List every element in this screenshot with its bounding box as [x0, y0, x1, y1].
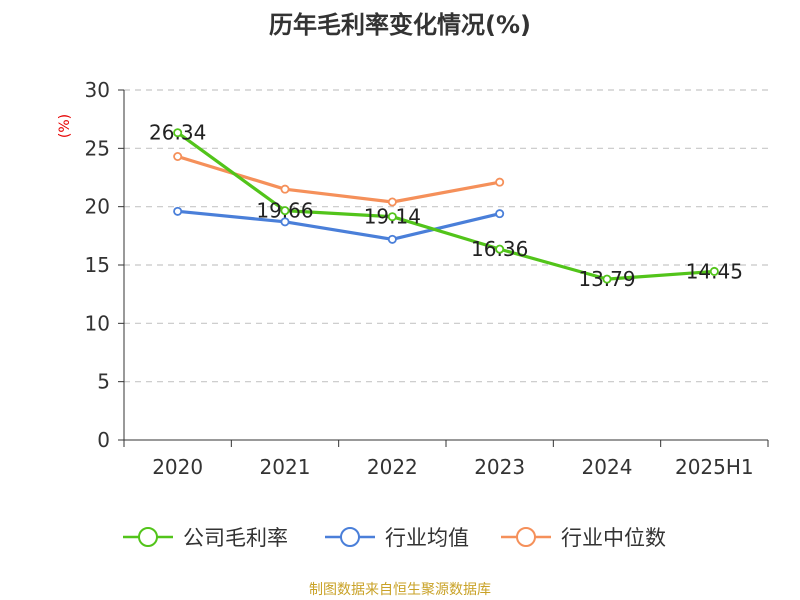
legend-item-1[interactable]: 行业均值: [325, 526, 469, 550]
series-group: [173, 128, 719, 284]
legend: 公司毛利率 行业均值 行业中位数: [123, 526, 666, 550]
series-point-2: [387, 197, 397, 207]
series-point-0: [173, 128, 183, 138]
data-labels: 26.34 19.66 19.14 16.36 13.79 14.45: [149, 121, 743, 291]
y-axis-ticks: 0 5 10 15 20 25 30: [85, 78, 124, 452]
legend-item-2[interactable]: 行业中位数: [501, 526, 666, 550]
y-tick-label: 10: [85, 311, 110, 335]
x-tick-label: 2023: [474, 455, 525, 479]
legend-label: 行业均值: [385, 526, 469, 550]
x-tick-label: 2025H1: [675, 455, 754, 479]
data-label: 19.66: [256, 199, 313, 223]
x-tick-label: 2021: [260, 455, 311, 479]
data-label: 13.79: [578, 267, 635, 291]
series-point-0: [387, 212, 397, 222]
y-tick-label: 0: [97, 428, 110, 452]
y-tick-label: 5: [97, 370, 110, 394]
series-line-2: [176, 154, 502, 204]
data-label: 19.14: [364, 205, 421, 229]
series-line-1: [176, 209, 502, 241]
data-label: 26.34: [149, 121, 206, 145]
legend-item-0[interactable]: 公司毛利率: [123, 526, 288, 550]
legend-label: 公司毛利率: [183, 526, 288, 550]
series-point-1: [280, 217, 290, 227]
grid-lines: [124, 89, 768, 383]
chart-title: 历年毛利率变化情况(%): [269, 11, 531, 39]
series-point-1: [387, 234, 397, 244]
legend-swatch-marker: [138, 527, 158, 547]
x-tick-label: 2022: [367, 455, 418, 479]
series-point-2: [495, 177, 505, 187]
legend-swatch-marker: [516, 527, 536, 547]
y-tick-label: 15: [85, 253, 110, 277]
y-tick-label: 30: [85, 78, 110, 102]
series-point-0: [280, 206, 290, 216]
series-point-1: [495, 209, 505, 219]
series-point-0: [495, 244, 505, 254]
x-axis-ticks: 2020 2021 2022 2023 2024 2025H1: [123, 440, 769, 479]
data-label: 14.45: [686, 259, 743, 283]
y-tick-label: 20: [85, 195, 110, 219]
y-axis-unit-label: (%): [57, 114, 73, 138]
legend-label: 行业中位数: [561, 526, 666, 550]
y-tick-label: 25: [85, 136, 110, 160]
x-tick-label: 2020: [152, 455, 203, 479]
series-point-2: [280, 184, 290, 194]
legend-swatch-marker: [340, 527, 360, 547]
series-point-0: [709, 266, 719, 276]
source-footnote: 制图数据来自恒生聚源数据库: [309, 582, 491, 598]
data-label: 16.36: [471, 237, 528, 261]
series-point-2: [173, 151, 183, 161]
series-point-1: [173, 206, 183, 216]
x-tick-label: 2024: [582, 455, 633, 479]
series-line-0: [176, 131, 716, 281]
series-point-0: [602, 274, 612, 284]
